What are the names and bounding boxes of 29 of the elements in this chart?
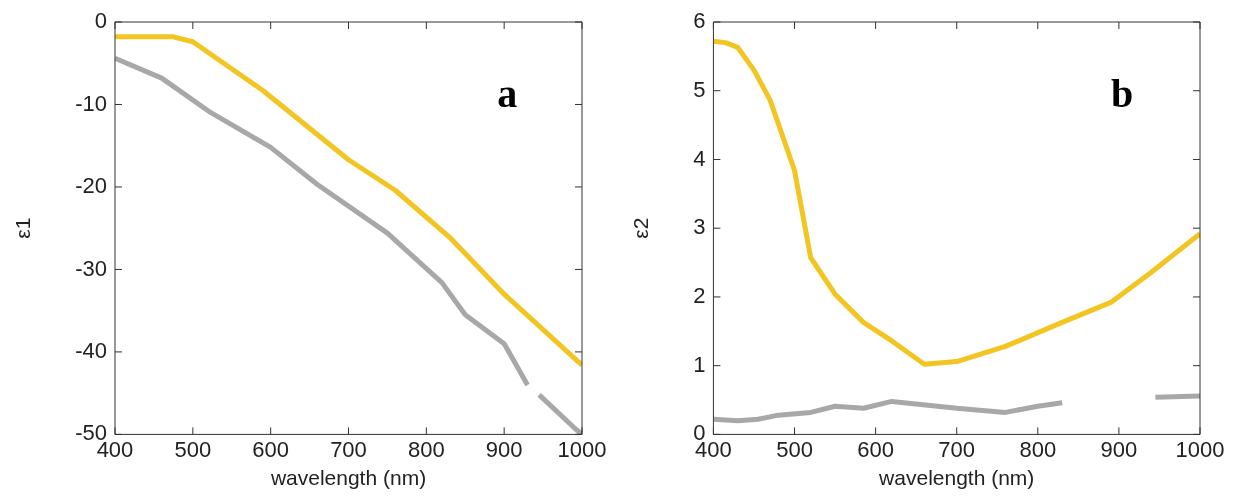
annotation: b [1111, 70, 1134, 116]
x-axis-title: wavelength (nm) [269, 466, 427, 490]
x-tick-label: 500 [776, 436, 813, 462]
y-tick-label: 0 [94, 8, 107, 34]
y-tick-label: 3 [693, 214, 706, 240]
y-tick-label: 6 [693, 8, 706, 34]
y-tick-label: -30 [75, 255, 107, 281]
y-axis-title: ε2 [629, 217, 653, 239]
y-tick-label: 4 [693, 145, 706, 171]
y-axis-title: ε1 [11, 217, 35, 239]
x-tick-label: 700 [938, 436, 976, 462]
x-tick-label: 1000 [557, 436, 607, 462]
x-tick-label: 500 [174, 436, 212, 462]
y-tick-label: 1 [693, 351, 706, 377]
x-tick-label: 700 [330, 436, 367, 462]
x-tick-label: 900 [1100, 436, 1138, 462]
x-tick-label: 600 [857, 436, 894, 462]
x-tick-label: 800 [1019, 436, 1057, 462]
x-tick-label: 600 [252, 436, 290, 462]
x-tick-label: 800 [407, 436, 445, 462]
x-tick-label: 900 [485, 436, 523, 462]
y-tick-label: -40 [75, 337, 107, 363]
annotation: a [497, 70, 518, 116]
x-tick-label: 1000 [1175, 436, 1225, 462]
x-axis-title: wavelength (nm) [878, 466, 1035, 490]
y-tick-label: -10 [75, 90, 107, 116]
y-tick-label: -20 [75, 173, 107, 199]
y-tick-label: 2 [693, 283, 706, 308]
y-tick-label: 5 [693, 76, 706, 102]
